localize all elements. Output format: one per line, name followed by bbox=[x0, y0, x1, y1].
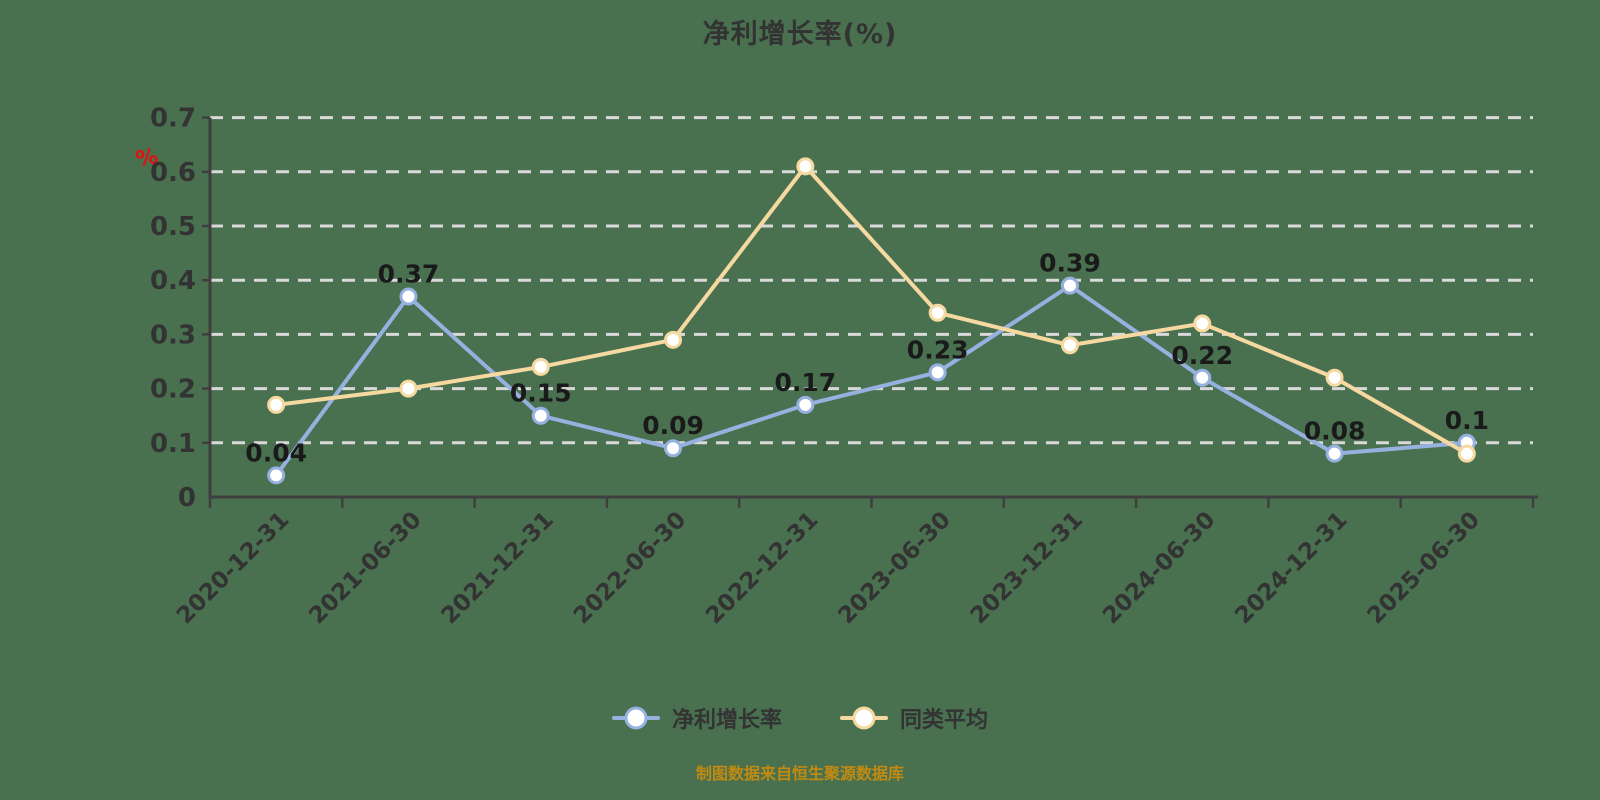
x-axis-label: 2024-12-31 bbox=[1230, 507, 1352, 629]
x-axis-label: 2025-06-30 bbox=[1363, 507, 1485, 629]
series-line-0 bbox=[274, 283, 1469, 478]
y-axis-label: 0.3 bbox=[150, 320, 196, 350]
data-point-label: 0.37 bbox=[378, 259, 440, 288]
chart-legend: 净利增长率 同类平均 bbox=[0, 702, 1600, 734]
y-axis-label: 0.1 bbox=[150, 429, 196, 459]
x-axis-label: 2021-12-31 bbox=[437, 507, 559, 629]
x-axis-label: 2021-06-30 bbox=[304, 507, 426, 629]
data-point-label: 0.15 bbox=[510, 379, 572, 408]
x-axis-label: 2023-12-31 bbox=[966, 507, 1088, 629]
legend-marker-line-circle bbox=[840, 706, 888, 730]
data-point-s0-4[interactable] bbox=[796, 395, 815, 414]
data-point-s0-7[interactable] bbox=[1193, 368, 1212, 387]
data-point-s0-6[interactable] bbox=[1060, 276, 1079, 295]
y-axis-label: 0.7 bbox=[150, 104, 196, 134]
y-axis-label: 0.6 bbox=[150, 158, 196, 188]
data-point-label: 0.39 bbox=[1039, 249, 1101, 278]
x-axis-label: 2024-06-30 bbox=[1098, 507, 1220, 629]
data-point-s1-6[interactable] bbox=[1060, 336, 1079, 355]
data-point-s1-7[interactable] bbox=[1193, 314, 1212, 333]
x-axis-label: 2022-12-31 bbox=[701, 507, 823, 629]
data-point-s1-2[interactable] bbox=[531, 357, 550, 376]
data-point-label: 0.22 bbox=[1171, 341, 1233, 370]
data-point-s1-5[interactable] bbox=[928, 303, 947, 322]
y-axis-label: 0.5 bbox=[150, 212, 196, 242]
data-point-s1-4[interactable] bbox=[796, 157, 815, 176]
data-point-s1-1[interactable] bbox=[399, 379, 418, 398]
y-axis-label: 0 bbox=[178, 483, 196, 513]
data-source-caption: 制图数据来自恒生聚源数据库 bbox=[695, 764, 904, 783]
data-point-label: 0.08 bbox=[1304, 417, 1366, 446]
x-axis-label: 2023-06-30 bbox=[833, 507, 955, 629]
legend-item-series-0[interactable]: 净利增长率 bbox=[611, 702, 782, 734]
y-axis-label: 0.4 bbox=[150, 266, 196, 296]
data-point-label: 0.17 bbox=[775, 368, 837, 397]
data-point-s0-5[interactable] bbox=[928, 363, 947, 382]
data-point-label: 0.09 bbox=[642, 411, 704, 440]
x-axis-label: 2020-12-31 bbox=[172, 507, 294, 629]
data-point-label: 0.04 bbox=[245, 438, 307, 467]
legend-marker-line-circle bbox=[611, 706, 660, 730]
data-point-label: 0.1 bbox=[1445, 406, 1489, 435]
data-point-s1-0[interactable] bbox=[267, 395, 286, 414]
data-point-s0-0[interactable] bbox=[267, 466, 286, 485]
legend-label: 净利增长率 bbox=[671, 708, 782, 733]
data-point-s1-3[interactable] bbox=[664, 330, 683, 349]
data-point-s1-9[interactable] bbox=[1457, 444, 1476, 463]
data-point-s1-8[interactable] bbox=[1325, 368, 1344, 387]
x-axis-label: 2022-06-30 bbox=[569, 507, 691, 629]
y-axis-label: 0.2 bbox=[150, 375, 196, 405]
legend-item-series-1[interactable]: 同类平均 bbox=[840, 702, 988, 734]
data-point-s0-2[interactable] bbox=[531, 406, 550, 425]
data-point-s0-1[interactable] bbox=[399, 287, 418, 306]
data-point-label: 0.23 bbox=[907, 335, 969, 364]
chart-title: 净利增长率(%) bbox=[702, 19, 898, 50]
legend-label: 同类平均 bbox=[900, 708, 989, 733]
series-line-1 bbox=[274, 164, 1469, 456]
data-point-s0-3[interactable] bbox=[664, 439, 683, 458]
data-point-s0-8[interactable] bbox=[1325, 444, 1344, 463]
